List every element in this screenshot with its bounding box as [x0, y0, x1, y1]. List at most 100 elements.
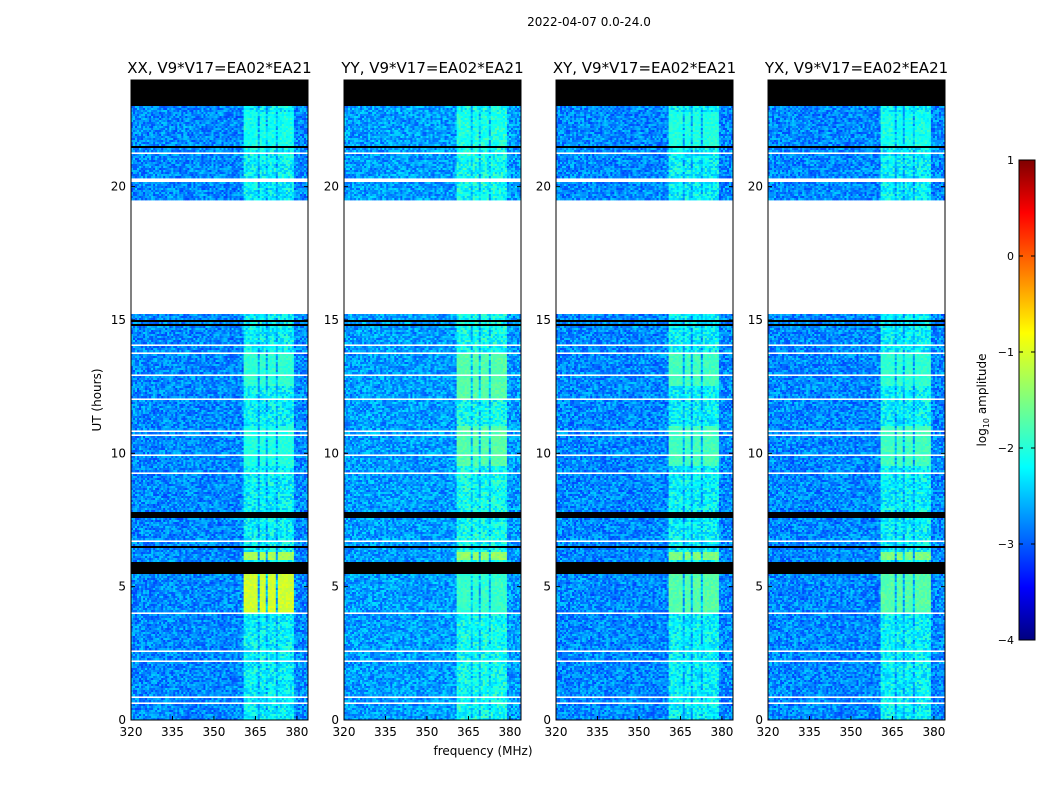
flagged-row [344, 92, 521, 94]
flagged-row [768, 98, 945, 100]
y-tick-label: 15 [324, 313, 339, 327]
colorbar-tick-label: −2 [998, 442, 1014, 455]
flagged-row [556, 568, 733, 570]
heatmap-cells [768, 80, 945, 720]
flagged-row [556, 146, 733, 148]
colorbar-gradient [1019, 160, 1035, 640]
flagged-row [556, 96, 733, 98]
flagged-row [768, 320, 945, 322]
y-tick-label: 5 [543, 580, 551, 594]
flagged-row [556, 324, 733, 326]
heatmap-cells [556, 80, 733, 720]
y-tick-label: 20 [111, 180, 126, 194]
flagged-row [131, 82, 308, 84]
flagged-row [556, 88, 733, 90]
flagged-row [556, 82, 733, 84]
flagged-row [131, 84, 308, 86]
flagged-row [131, 146, 308, 148]
flagged-row [344, 94, 521, 96]
flagged-row [344, 564, 521, 566]
x-tick-label: 350 [840, 725, 863, 739]
flagged-row [131, 98, 308, 100]
heatmap-cells [131, 80, 308, 720]
flagged-row [131, 90, 308, 92]
flagged-row [556, 564, 733, 566]
flagged-row [556, 566, 733, 568]
x-tick-label: 380 [710, 725, 733, 739]
colorbar-label-sub: 10 [982, 418, 991, 428]
y-tick-label: 15 [748, 313, 763, 327]
panel-title: XY, V9*V17=EA02*EA21 [553, 59, 736, 77]
flagged-row [768, 84, 945, 86]
flagged-row [768, 104, 945, 106]
flagged-row [131, 572, 308, 574]
flagged-row [344, 86, 521, 88]
y-tick-label: 0 [543, 713, 551, 727]
x-tick-label: 380 [498, 725, 521, 739]
flagged-row [344, 572, 521, 574]
flagged-row [768, 566, 945, 568]
flagged-row [556, 320, 733, 322]
flagged-row [131, 320, 308, 322]
flagged-row [768, 546, 945, 548]
colorbar-tick-label: 0 [1007, 250, 1014, 263]
y-tick-label: 5 [755, 580, 763, 594]
y-tick-label: 0 [331, 713, 339, 727]
x-axis-label: frequency (MHz) [433, 744, 532, 758]
flagged-row [556, 84, 733, 86]
colorbar-label-rest: amplitude [975, 354, 989, 418]
x-tick-label: 335 [586, 725, 609, 739]
flagged-row [556, 100, 733, 102]
flagged-row [344, 88, 521, 90]
colorbar: 10−1−2−3−4 log10 amplitude [975, 154, 1035, 647]
y-tick-label: 10 [748, 446, 763, 460]
flagged-row [131, 96, 308, 98]
colorbar-label-base: log [975, 428, 989, 446]
x-tick-label: 350 [628, 725, 651, 739]
flagged-row [344, 570, 521, 572]
flagged-row [556, 92, 733, 94]
flagged-row [344, 98, 521, 100]
x-tick-label: 365 [881, 725, 904, 739]
flagged-row [344, 516, 521, 518]
flagged-row [768, 100, 945, 102]
flagged-row [344, 546, 521, 548]
flagged-row [131, 86, 308, 88]
y-tick-label: 10 [111, 446, 126, 460]
x-tick-label: 365 [669, 725, 692, 739]
flagged-row [131, 324, 308, 326]
flagged-row [344, 84, 521, 86]
flagged-row [344, 568, 521, 570]
x-tick-label: 335 [374, 725, 397, 739]
flagged-row [131, 102, 308, 104]
panel-title: YX, V9*V17=EA02*EA21 [764, 59, 948, 77]
colorbar-tick-label: −3 [998, 538, 1014, 551]
flagged-row [344, 82, 521, 84]
colorbar-label: log10 amplitude [975, 354, 991, 447]
flagged-row [131, 88, 308, 90]
flagged-row [768, 90, 945, 92]
x-tick-label: 365 [457, 725, 480, 739]
flagged-row [768, 562, 945, 564]
x-tick-label: 335 [161, 725, 184, 739]
flagged-row [344, 104, 521, 106]
flagged-row [768, 92, 945, 94]
panel-title: XX, V9*V17=EA02*EA21 [127, 59, 311, 77]
flagged-row [556, 98, 733, 100]
y-tick-label: 0 [118, 713, 126, 727]
x-tick-label: 365 [244, 725, 267, 739]
flagged-row [131, 562, 308, 564]
figure: 2022-04-07 0.0-24.0 XX, V9*V17=EA02*EA21… [0, 0, 1050, 800]
flagged-row [344, 566, 521, 568]
y-tick-label: 0 [755, 713, 763, 727]
y-tick-label: 20 [748, 180, 763, 194]
flagged-row [768, 516, 945, 518]
flagged-row [131, 570, 308, 572]
flagged-row [131, 100, 308, 102]
flagged-row [556, 86, 733, 88]
flagged-row [131, 514, 308, 516]
flagged-row [768, 568, 945, 570]
